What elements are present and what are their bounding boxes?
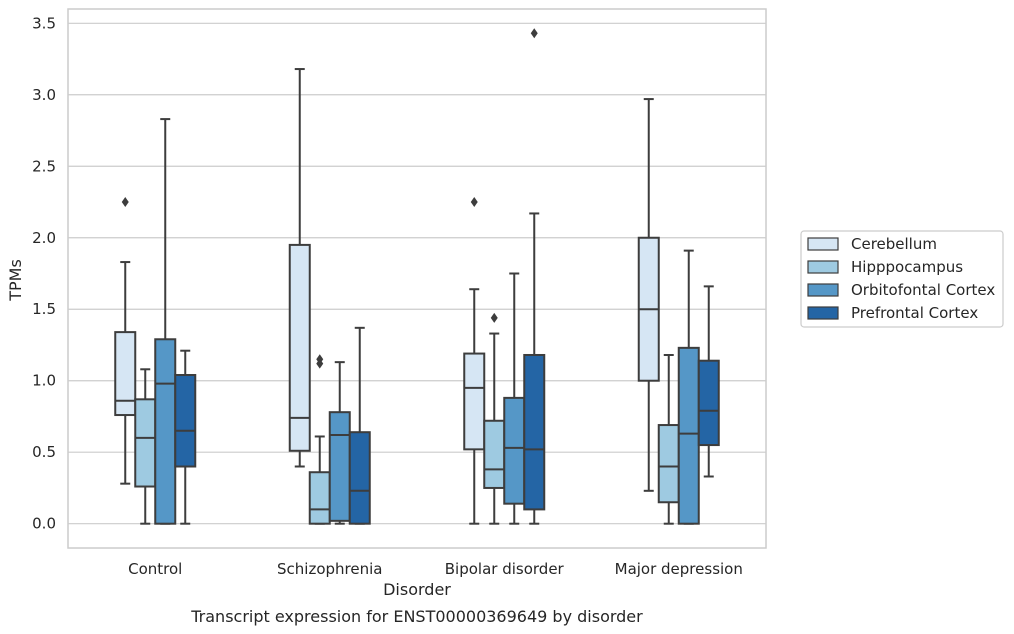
iqr-box xyxy=(328,411,351,522)
y-tick-label: 2.0 xyxy=(32,229,56,247)
chart-caption: Transcript expression for ENST0000036964… xyxy=(190,607,643,626)
legend-swatch xyxy=(807,306,839,320)
y-tick-labels: 0.0 0.5 1.0 1.5 2.0 2.5 3.0 3.5 xyxy=(32,14,56,532)
x-tick-label: Control xyxy=(128,560,182,578)
box-hipppocampus xyxy=(483,312,506,525)
y-axis-label: TPMs xyxy=(6,259,25,302)
plot-frame xyxy=(67,8,767,549)
box-prefrontal-cortex xyxy=(174,349,197,525)
y-tick-label: 3.5 xyxy=(32,14,56,32)
box-prefrontal-cortex xyxy=(348,326,371,525)
iqr-box xyxy=(657,424,680,504)
outlier-point xyxy=(530,28,538,39)
legend-swatch xyxy=(807,260,839,274)
iqr-box xyxy=(114,331,137,417)
iqr-box xyxy=(503,396,526,505)
iqr-box xyxy=(174,374,197,468)
legend-swatch xyxy=(807,283,839,297)
outlier-point xyxy=(470,197,478,208)
y-tick-label: 1.0 xyxy=(32,372,56,390)
iqr-box xyxy=(677,346,700,525)
outlier-point xyxy=(121,197,129,208)
box-cerebellum xyxy=(637,98,660,492)
iqr-box xyxy=(154,338,177,525)
x-axis-label: Disorder xyxy=(383,580,451,599)
legend-label: Orbitofontal Cortex xyxy=(851,281,995,299)
box-orbitofontal-cortex xyxy=(677,249,700,525)
legend-swatch xyxy=(807,237,839,251)
iqr-box xyxy=(308,471,331,525)
box-groups xyxy=(114,28,720,525)
legend-label: Hipppocampus xyxy=(851,258,963,276)
x-tick-label: Bipolar disorder xyxy=(445,560,565,578)
box-prefrontal-cortex xyxy=(697,285,720,478)
iqr-box xyxy=(523,353,546,511)
outlier-point xyxy=(490,312,498,323)
iqr-box xyxy=(288,243,311,452)
iqr-box xyxy=(483,419,506,489)
legend-frame xyxy=(800,230,1004,328)
box-hipppocampus xyxy=(134,368,157,525)
box-cerebellum xyxy=(463,197,486,525)
iqr-box xyxy=(463,352,486,451)
y-tick-label: 1.5 xyxy=(32,300,56,318)
legend-label: Cerebellum xyxy=(851,235,937,253)
box-orbitofontal-cortex xyxy=(503,272,526,525)
iqr-box xyxy=(134,398,157,488)
box-orbitofontal-cortex xyxy=(328,361,351,525)
box-hipppocampus xyxy=(308,354,331,525)
box-prefrontal-cortex xyxy=(523,28,546,525)
box-cerebellum xyxy=(114,197,137,485)
y-tick-label: 0.0 xyxy=(32,515,56,533)
y-tick-label: 2.5 xyxy=(32,157,56,175)
y-tick-label: 0.5 xyxy=(32,443,56,461)
x-tick-label: Schizophrenia xyxy=(277,560,382,578)
box-cerebellum xyxy=(288,68,311,468)
x-tick-labels: Control Schizophrenia Bipolar disorder Majo… xyxy=(128,560,743,578)
legend-label: Prefrontal Cortex xyxy=(851,304,978,322)
outlier-point xyxy=(316,354,324,365)
y-tick-label: 3.0 xyxy=(32,86,56,104)
legend: Cerebellum Hipppocampus Orbitofontal Corte… xyxy=(800,230,1004,328)
box-orbitofontal-cortex xyxy=(154,118,177,525)
x-tick-label: Major depression xyxy=(615,560,743,578)
iqr-box xyxy=(697,359,720,447)
iqr-box xyxy=(348,431,371,525)
